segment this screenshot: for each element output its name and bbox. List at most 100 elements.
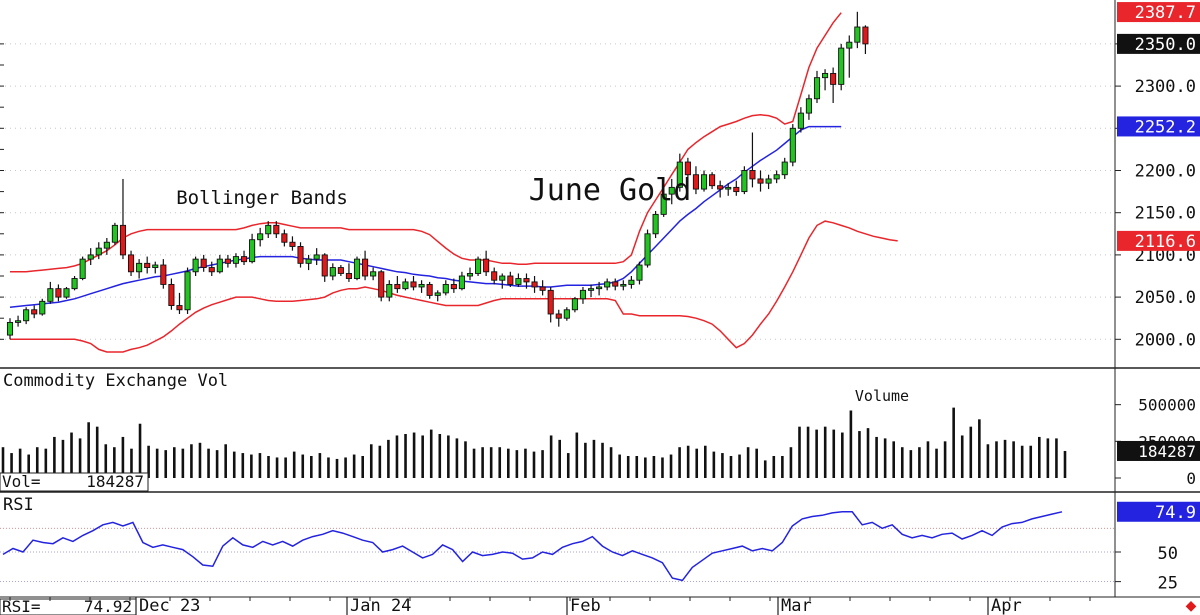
candle-body (95, 247, 102, 256)
candle (668, 178, 675, 205)
candle (232, 253, 240, 268)
candle-body (103, 241, 110, 249)
month-label: Mar (781, 596, 812, 615)
candle (47, 281, 54, 304)
candle (781, 157, 788, 179)
candle-body (846, 41, 853, 49)
candle-body (176, 305, 183, 311)
candle (797, 107, 804, 133)
candle-body (515, 278, 522, 285)
price-tick-label: 2000.0 (1135, 330, 1196, 350)
candle-body (571, 298, 578, 311)
chart-title: June Gold (529, 173, 692, 208)
price-tag-box (1117, 116, 1200, 137)
month-label: Dec 23 (139, 596, 200, 615)
candle (353, 256, 361, 281)
candle (741, 166, 748, 195)
rsi-line (2, 511, 1063, 582)
volume-panel: Commodity Exchange Vol Volume 0250000500… (0, 371, 1200, 492)
rsi-panel: RSI 25 50 74.9 RSI= 74.92 (0, 495, 1200, 615)
scroll-left-arrow-icon[interactable]: ◆ (1186, 599, 1197, 614)
candle (208, 261, 215, 276)
candle-body (249, 239, 256, 263)
price-tag-label: 2252.2 (1135, 117, 1196, 137)
candle (240, 250, 248, 266)
candle-body (224, 258, 231, 264)
bollinger-bands (9, 12, 898, 353)
candle (466, 267, 474, 281)
candle (257, 227, 264, 247)
candle (483, 250, 490, 276)
candle-body (822, 72, 829, 79)
candle-body (531, 281, 538, 288)
price-tick-label: 2100.0 (1135, 246, 1196, 266)
price-tick-label: 2150.0 (1135, 204, 1196, 224)
time-axis: Dec 23 Jan 24 Feb Mar Apr (9, 596, 1091, 615)
candle-body (152, 264, 159, 269)
candle-body (119, 224, 127, 256)
candle (628, 276, 635, 289)
rsi-axis: 25 50 74.9 (1115, 501, 1200, 594)
candle-body (208, 267, 215, 273)
candle (87, 248, 94, 266)
candle (160, 259, 167, 289)
candle-body (450, 283, 457, 290)
candle-body (289, 241, 296, 247)
candle (321, 253, 328, 282)
candle-body (644, 233, 651, 266)
candle-body (136, 262, 143, 273)
candle-body (757, 178, 764, 184)
candle (6, 318, 14, 340)
candle (684, 157, 691, 184)
candle-body (475, 258, 482, 274)
price-panel: June Gold Bollinger Bands 2000.0 2050.0 21… (0, 2, 1200, 353)
volume-readout-box (0, 472, 149, 492)
candle (733, 180, 740, 196)
candle-body (321, 254, 328, 277)
candle (305, 254, 312, 271)
candle (95, 242, 102, 260)
price-tag-label: 2387.7 (1135, 3, 1196, 23)
candle-body (216, 258, 223, 273)
month-label: Apr (991, 596, 1022, 615)
candle (362, 250, 369, 281)
candle-body (773, 174, 780, 180)
candle (579, 286, 587, 304)
price-tick-label: 2050.0 (1135, 288, 1196, 308)
candle-body (620, 283, 627, 287)
candle-body (854, 26, 861, 43)
candle (765, 174, 772, 190)
candle (587, 284, 595, 298)
candle-body (563, 309, 570, 319)
candle (676, 153, 683, 192)
candle-body (337, 267, 344, 274)
candle (119, 178, 127, 260)
candle (410, 276, 417, 291)
candle-body (160, 264, 167, 285)
candle (499, 273, 506, 289)
candle (63, 286, 70, 299)
candle-body (353, 258, 361, 279)
month-label: Feb (570, 596, 601, 615)
month-label: Jan 24 (350, 596, 411, 615)
candle (176, 292, 183, 314)
middle-band-line (9, 125, 842, 308)
candle (168, 278, 175, 310)
candle (475, 256, 482, 276)
rsi-panel-title: RSI (3, 495, 34, 515)
candle-body (111, 224, 118, 243)
rsi-readout-label: RSI= (2, 597, 41, 615)
candle-body (741, 170, 748, 193)
candle (111, 222, 118, 245)
candle (692, 166, 699, 195)
rsi-tick-label: 50 (1158, 544, 1178, 564)
candle (830, 67, 837, 103)
price-tag-box (1117, 230, 1200, 251)
candle-body (305, 258, 312, 264)
candle (216, 254, 223, 274)
volume-axis: 0250000500000184287 (1115, 396, 1200, 488)
candle (539, 280, 546, 296)
candle-body (297, 246, 304, 264)
